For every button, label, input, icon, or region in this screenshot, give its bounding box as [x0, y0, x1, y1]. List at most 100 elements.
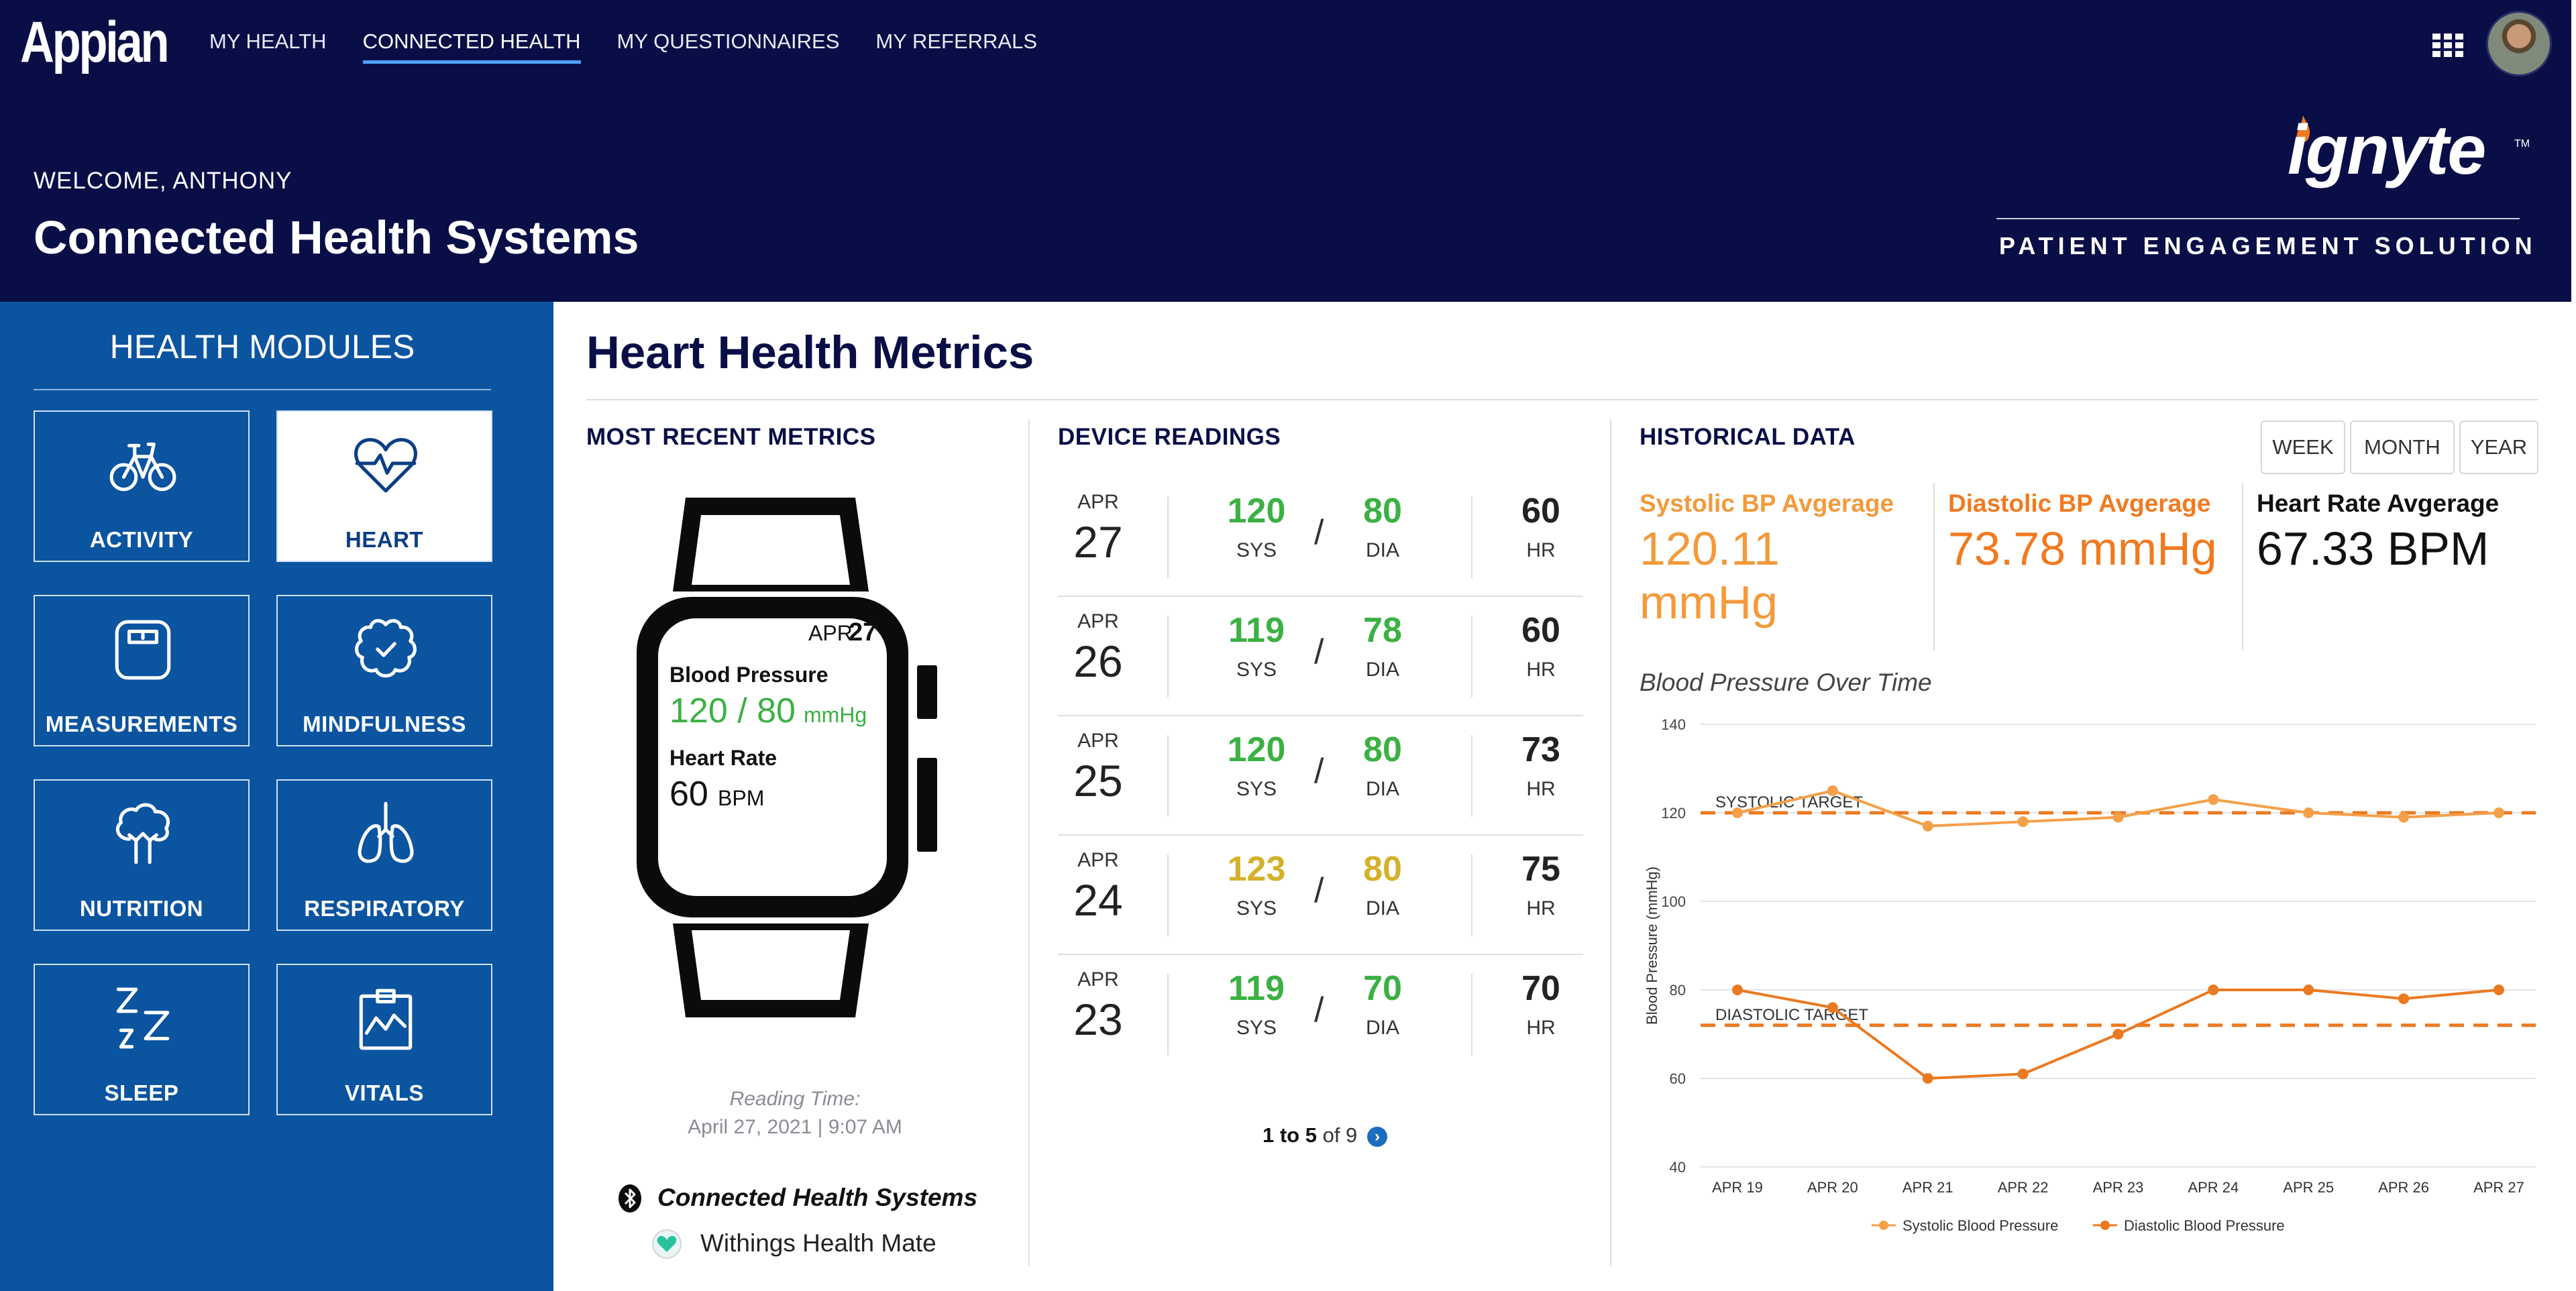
withings-heart-icon: [652, 1229, 682, 1259]
systolic-label: SYS: [1236, 539, 1277, 561]
data-point: [1922, 1073, 1933, 1084]
data-point: [2303, 807, 2314, 818]
reading-row: APR 23 119 SYS / 70 DIA 70 HR: [1058, 955, 1583, 1074]
pager-range: 1 to 5: [1263, 1123, 1317, 1147]
reading-day: 26: [1073, 636, 1123, 686]
reading-diastolic: 80: [1363, 730, 1402, 769]
stat-divider: [2242, 483, 2243, 651]
brand-trademark: TM: [2514, 138, 2530, 150]
page-title: Heart Health Metrics: [586, 327, 1034, 378]
nav-my-referrals[interactable]: MY REFERRALS: [875, 30, 1038, 53]
y-axis-label: Blood Pressure (mmHg): [1644, 866, 1660, 1025]
x-tick-label: APR 26: [2378, 1179, 2429, 1196]
reference-line-label: DIASTOLIC TARGET: [1715, 1006, 1868, 1024]
broccoli-icon: [115, 803, 170, 864]
module-activity[interactable]: ACTIVITY: [34, 410, 250, 562]
range-month-button[interactable]: MONTH: [2350, 420, 2455, 474]
nav-connected-health[interactable]: CONNECTED HEALTH: [362, 30, 581, 64]
reading-divider: [1471, 854, 1472, 936]
sleep-zzz-icon: [116, 987, 170, 1049]
bicycle-icon: [109, 442, 176, 492]
y-tick-label: 60: [1670, 1070, 1686, 1087]
data-point: [1827, 1002, 1838, 1013]
module-vitals[interactable]: VITALS: [276, 964, 492, 1115]
reading-heart-rate: 60: [1521, 492, 1560, 530]
watch-bp-unit: mmHg: [804, 703, 867, 727]
range-year-button[interactable]: YEAR: [2459, 420, 2538, 474]
diastolic-average-label: Diastolic BP Avgerage: [1948, 490, 2211, 517]
reading-month: APR: [1077, 610, 1119, 632]
readings-pager: 1 to 5 of 9 ›: [1263, 1123, 1387, 1147]
nav-my-questionnaires[interactable]: MY QUESTIONNAIRES: [616, 30, 840, 53]
watch-date-day: 27: [849, 618, 877, 647]
reading-time-value: April 27, 2021 | 9:07 AM: [688, 1116, 902, 1138]
appian-logo[interactable]: Appian: [20, 10, 170, 74]
column-divider: [1610, 419, 1611, 1266]
watch-hr-label: Heart Rate: [669, 746, 777, 770]
clipboard-chart-icon: [359, 989, 413, 1050]
systolic-label: SYS: [1236, 778, 1277, 800]
watch-hr-value: 60: [669, 775, 708, 813]
x-tick-label: APR 25: [2283, 1179, 2334, 1196]
systolic-average-label: Systolic BP Avgerage: [1640, 490, 1894, 517]
module-heart[interactable]: HEART: [276, 410, 492, 562]
reading-slash: /: [1314, 871, 1324, 910]
device-withings: Withings Health Mate: [700, 1229, 936, 1257]
reading-heart-rate: 60: [1521, 611, 1560, 650]
module-nutrition[interactable]: NUTRITION: [34, 779, 250, 931]
module-label: RESPIRATORY: [304, 896, 465, 921]
next-page-icon[interactable]: ›: [1366, 1126, 1387, 1147]
reading-diastolic: 80: [1363, 850, 1402, 889]
user-avatar[interactable]: [2486, 11, 2552, 76]
watch-hr-unit: BPM: [718, 786, 765, 810]
reading-slash: /: [1314, 632, 1324, 671]
top-nav: MY HEALTH CONNECTED HEALTH MY QUESTIONNA…: [209, 30, 1037, 64]
reading-heart-rate: 70: [1521, 969, 1560, 1008]
range-week-button[interactable]: WEEK: [2261, 420, 2345, 474]
sidebar-divider: [34, 389, 491, 390]
module-measurements[interactable]: MEASUREMENTS: [34, 595, 250, 746]
reading-divider: [1167, 496, 1169, 578]
y-tick-label: 120: [1661, 805, 1686, 822]
device-readings-heading: DEVICE READINGS: [1058, 424, 1281, 450]
bluetooth-icon: [619, 1184, 641, 1213]
module-label: MEASUREMENTS: [45, 712, 238, 736]
reading-diastolic: 70: [1363, 969, 1402, 1008]
y-tick-label: 80: [1670, 982, 1686, 999]
data-point: [2398, 811, 2410, 823]
y-tick-label: 40: [1670, 1159, 1686, 1176]
legend-label: Systolic Blood Pressure: [1902, 1217, 2058, 1234]
reading-day: 24: [1073, 875, 1123, 925]
module-respiratory[interactable]: RESPIRATORY: [276, 779, 492, 931]
historical-data-heading: HISTORICAL DATA: [1640, 424, 1856, 450]
scale-icon: [115, 620, 171, 680]
data-point: [2398, 993, 2410, 1005]
reading-slash: /: [1314, 752, 1324, 791]
x-tick-label: APR 22: [1998, 1179, 2049, 1196]
x-tick-label: APR 21: [1902, 1179, 1953, 1196]
module-sleep[interactable]: SLEEP: [34, 964, 250, 1115]
reading-day: 27: [1073, 517, 1123, 567]
systolic-label: SYS: [1236, 897, 1277, 919]
app-header: Appian MY HEALTH CONNECTED HEALTH MY QUE…: [0, 0, 2571, 302]
reading-month: APR: [1077, 730, 1119, 752]
y-tick-label: 100: [1661, 893, 1686, 910]
reading-divider: [1167, 735, 1169, 817]
stat-divider: [1933, 483, 1935, 651]
diastolic-label: DIA: [1365, 659, 1399, 681]
reading-month: APR: [1077, 968, 1119, 991]
app-grid-icon[interactable]: [2432, 34, 2463, 58]
heart-rate-label: HR: [1526, 778, 1556, 800]
data-point: [2493, 985, 2504, 995]
reading-slash: /: [1314, 991, 1324, 1029]
brand-divider: [1996, 218, 2520, 219]
x-tick-label: APR 27: [2473, 1179, 2524, 1196]
module-mindfulness[interactable]: MINDFULNESS: [276, 595, 492, 746]
x-tick-label: APR 23: [2093, 1179, 2144, 1196]
sidebar-title: HEALTH MODULES: [109, 328, 415, 366]
lungs-icon: [358, 801, 414, 863]
heart-rate-label: HR: [1526, 539, 1556, 561]
nav-my-health[interactable]: MY HEALTH: [209, 30, 327, 53]
heart-rate-average-label: Heart Rate Avgerage: [2257, 490, 2500, 517]
